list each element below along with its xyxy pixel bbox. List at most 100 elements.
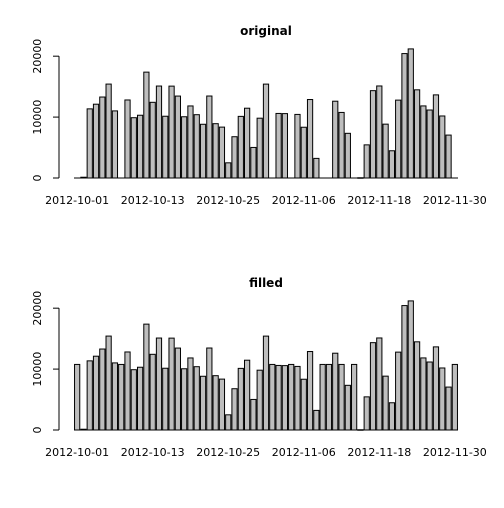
bar-original-2012-10-29 — [250, 146, 257, 179]
x-tick-label-filled-4: 2012-11-18 — [347, 446, 411, 459]
bar-original-2012-10-25 — [225, 162, 232, 179]
bar-original-2012-10-22 — [206, 95, 213, 179]
x-tick-label-filled-1: 2012-10-13 — [121, 446, 185, 459]
bar-original-2012-10-19 — [187, 105, 194, 179]
bar-original-2012-11-17 — [369, 90, 377, 179]
bar-filled-2012-11-11 — [332, 352, 339, 431]
x-tick-label-filled-2: 2012-10-25 — [196, 446, 260, 459]
bar-filled-2012-11-13 — [344, 384, 351, 431]
x-tick-label-filled-5: 2012-11-30 — [423, 446, 487, 459]
bar-original-2012-11-29 — [445, 134, 452, 179]
bar-original-2012-10-15 — [162, 115, 169, 179]
bar-original-2012-11-08 — [313, 157, 320, 179]
bar-filled-2012-10-19 — [187, 357, 194, 431]
bar-original-2012-11-23 — [407, 48, 414, 179]
bar-original-2012-11-13 — [344, 132, 351, 179]
bar-original-2012-10-06 — [105, 83, 112, 179]
bar-filled-2012-11-14 — [351, 363, 358, 431]
x-tick-label-filled-3: 2012-11-06 — [272, 446, 336, 459]
bar-original-2012-10-26 — [231, 136, 238, 179]
y-tick-label-original-1: 10000 — [31, 100, 44, 135]
bar-filled-2012-10-22 — [206, 347, 213, 431]
bar-filled-2012-11-30 — [451, 363, 458, 431]
y-tick-label-filled-0: 0 — [31, 427, 44, 434]
bar-filled-2012-11-29 — [445, 386, 452, 431]
bar-original-2012-10-14 — [155, 85, 163, 179]
bar-filled-2012-10-07 — [111, 362, 119, 431]
bar-filled-2012-10-20 — [193, 366, 200, 431]
bar-original-2012-11-06 — [300, 126, 307, 179]
bar-original-2012-11-27 — [432, 94, 440, 179]
bar-filled-2012-11-16 — [363, 396, 370, 431]
bar-filled-2012-10-12 — [143, 323, 150, 431]
bar-original-2012-10-21 — [199, 123, 207, 179]
bar-original-2012-11-26 — [426, 109, 433, 179]
bar-filled-2012-10-25 — [225, 414, 232, 431]
bar-filled-2012-10-21 — [199, 375, 207, 431]
bar-filled-2012-11-08 — [313, 409, 320, 431]
bar-filled-2012-10-26 — [231, 388, 238, 431]
bar-original-2012-10-12 — [143, 71, 150, 179]
chart-title-original: original — [240, 24, 292, 38]
bar-filled-2012-10-30 — [256, 369, 263, 431]
bar-filled-2012-11-25 — [420, 357, 427, 431]
panel-original: original 0 10000 20000 2012-10-01 2012-10-13… — [31, 24, 487, 207]
chart-title-filled: filled — [249, 276, 283, 290]
bar-filled-2012-11-27 — [432, 346, 440, 431]
bar-original-2012-11-24 — [413, 89, 421, 179]
bar-filled-2012-11-05 — [294, 365, 301, 431]
bar-original-2012-10-13 — [149, 101, 156, 179]
bar-original-2012-11-28 — [439, 115, 446, 179]
bar-original-2012-11-19 — [382, 123, 389, 179]
x-tick-label-filled-0: 2012-10-01 — [45, 446, 109, 459]
y-tick-label-original-0: 0 — [31, 175, 44, 182]
bar-filled-2012-11-23 — [407, 300, 414, 431]
bar-filled-2012-10-09 — [124, 351, 131, 431]
bar-filled-2012-10-17 — [174, 347, 181, 431]
bar-filled-2012-10-03 — [86, 360, 93, 431]
bar-original-2012-11-07 — [306, 99, 314, 179]
bar-filled-2012-11-21 — [395, 351, 402, 431]
bar-original-2012-11-22 — [401, 53, 408, 179]
bar-original-2012-10-05 — [99, 96, 106, 179]
bar-filled-2012-10-24 — [218, 378, 226, 431]
bar-original-2012-10-16 — [168, 85, 175, 179]
y-tick-label-filled-1: 10000 — [31, 352, 44, 387]
bar-filled-2012-10-05 — [99, 348, 106, 431]
bar-filled-2012-11-20 — [388, 402, 396, 431]
bar-filled-2012-11-04 — [288, 363, 295, 431]
bar-filled-2012-10-01 — [74, 363, 81, 431]
panel-filled: filled 0 10000 20000 2012-10-01 2012-10-13 20… — [31, 276, 487, 459]
bar-original-2012-10-17 — [174, 95, 181, 179]
bar-filled-2012-10-28 — [244, 359, 251, 431]
x-tick-label-original-2: 2012-10-25 — [196, 194, 260, 207]
bar-original-2012-10-09 — [124, 99, 131, 179]
bar-filled-2012-11-19 — [382, 375, 389, 431]
bar-filled-2012-11-26 — [426, 361, 433, 431]
bar-original-2012-11-20 — [388, 150, 396, 179]
bar-filled-2012-11-01 — [269, 363, 276, 431]
x-tick-label-original-1: 2012-10-13 — [121, 194, 185, 207]
bar-filled-2012-11-18 — [376, 337, 383, 431]
bar-original-2012-10-04 — [92, 103, 100, 179]
bar-filled-2012-10-31 — [262, 335, 270, 431]
bar-original-2012-11-16 — [363, 144, 370, 179]
bar-filled-2012-11-03 — [281, 365, 288, 431]
bar-original-2012-10-24 — [218, 126, 226, 179]
bar-original-2012-10-11 — [136, 114, 144, 179]
bar-original-2012-11-05 — [294, 113, 301, 179]
bar-filled-2012-10-11 — [136, 366, 144, 431]
bar-original-2012-10-23 — [212, 123, 219, 179]
bar-filled-2012-11-02 — [275, 364, 282, 431]
bar-filled-2012-10-14 — [155, 337, 163, 431]
bar-filled-2012-11-07 — [306, 351, 314, 431]
bar-original-2012-10-18 — [181, 116, 188, 179]
bar-original-2012-10-07 — [111, 110, 119, 179]
bar-filled-2012-11-17 — [369, 342, 377, 431]
bar-filled-2012-10-10 — [130, 369, 137, 431]
bar-original-2012-10-31 — [262, 83, 270, 179]
y-tick-label-original-2: 20000 — [31, 39, 44, 74]
bar-original-2012-10-03 — [86, 108, 93, 179]
bar-original-2012-11-02 — [275, 112, 282, 179]
